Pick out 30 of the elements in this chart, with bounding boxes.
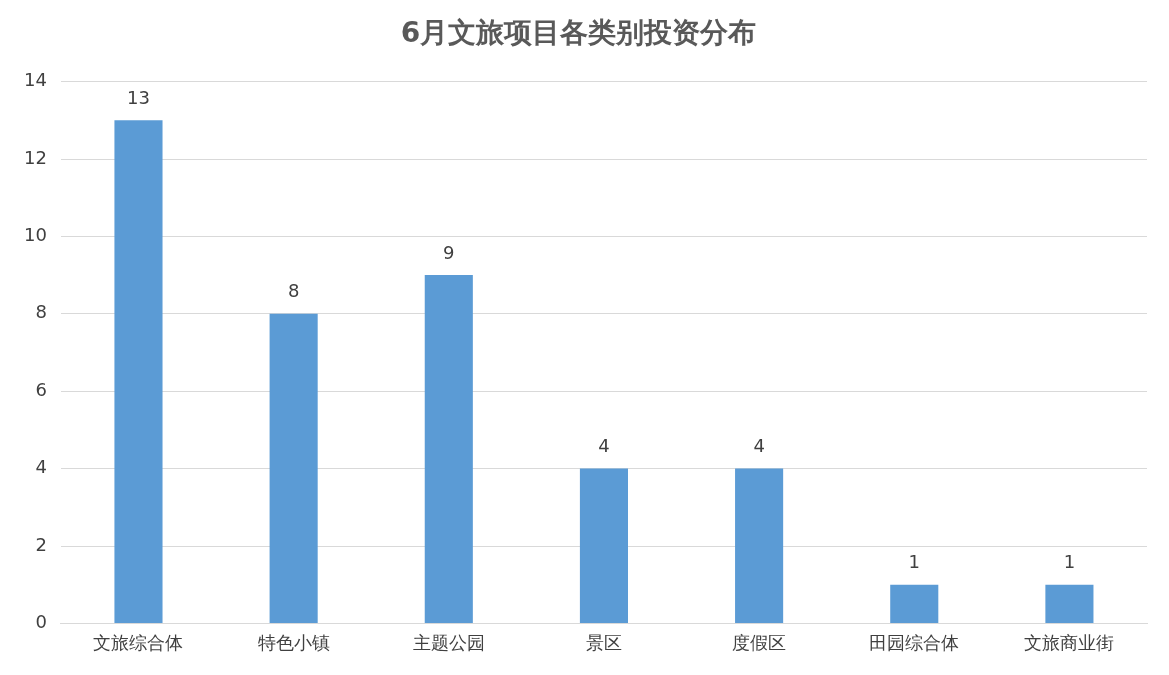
data-label: 4	[598, 435, 610, 457]
data-label: 1	[1063, 551, 1076, 573]
x-tick-label: 景区	[585, 631, 622, 653]
y-tick-label: 6	[35, 378, 47, 400]
chart-title: 6月文旅项目各类别投资分布	[400, 16, 757, 50]
bar	[114, 120, 163, 623]
data-label: 4	[753, 435, 765, 457]
bar	[424, 275, 473, 623]
data-label: 9	[443, 241, 455, 263]
data-label: 8	[287, 280, 300, 302]
y-tick-label: 0	[35, 611, 47, 633]
y-tick-label: 4	[35, 456, 47, 478]
y-tick-label: 14	[24, 69, 47, 91]
y-tick-label: 12	[24, 146, 47, 168]
x-tick-label: 度假区	[732, 631, 787, 653]
x-tick-label: 特色小镇	[257, 631, 330, 653]
bar	[1045, 584, 1094, 623]
bar	[579, 468, 628, 623]
y-tick-label: 2	[35, 533, 47, 555]
x-tick-label: 文旅综合体	[93, 631, 184, 653]
bar	[735, 468, 784, 623]
y-tick-label: 10	[24, 224, 47, 246]
bar	[890, 584, 939, 623]
data-label: 1	[908, 551, 920, 573]
data-label: 13	[127, 86, 150, 108]
x-tick-label: 田园综合体	[869, 631, 960, 653]
bar	[269, 313, 318, 623]
y-tick-label: 8	[35, 301, 47, 323]
x-tick-label: 主题公园	[412, 631, 485, 653]
x-tick-label: 文旅商业街	[1024, 631, 1115, 653]
